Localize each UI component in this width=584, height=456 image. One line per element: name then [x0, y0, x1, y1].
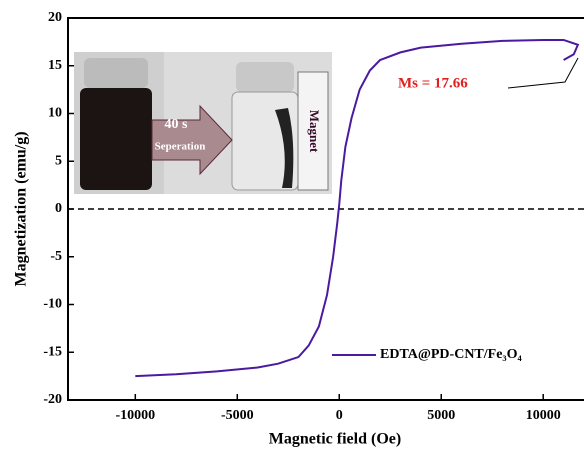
y-tick-label: -20	[43, 392, 62, 407]
y-tick-label: 5	[55, 153, 62, 168]
vial-cap	[84, 58, 148, 88]
x-axis-label: Magnetic field (Oe)	[269, 431, 401, 448]
x-tick-label: -10000	[115, 408, 155, 423]
vial-dark	[80, 88, 152, 190]
y-tick-label: -10	[43, 297, 62, 312]
y-tick-label: 20	[48, 10, 62, 25]
inset-label: Magnet	[307, 110, 322, 153]
x-tick-label: 5000	[427, 408, 455, 423]
x-tick-label: -5000	[221, 408, 254, 423]
inset-label: 40 s	[165, 117, 189, 132]
y-tick-label: 0	[55, 201, 62, 216]
y-axis-label: Magnetization (emu/g)	[13, 131, 30, 286]
y-tick-label: 10	[48, 106, 62, 121]
legend-label: EDTA@PD-CNT/Fe₃O₄	[380, 347, 523, 362]
annotation-pointer	[508, 58, 578, 88]
y-tick-label: 15	[48, 58, 62, 73]
x-tick-label: 10000	[526, 408, 561, 423]
y-tick-label: -15	[43, 344, 62, 359]
y-tick-label: -5	[50, 249, 62, 264]
chart: 40 s Seperation Magnet Magnetization (em…	[0, 0, 584, 456]
vial-cap	[236, 62, 294, 92]
ms-annotation: Ms = 17.66	[398, 75, 468, 91]
inset-label: Seperation	[155, 141, 206, 153]
x-tick-label: 0	[336, 408, 343, 423]
inset-photo: 40 s Seperation Magnet	[74, 52, 332, 194]
